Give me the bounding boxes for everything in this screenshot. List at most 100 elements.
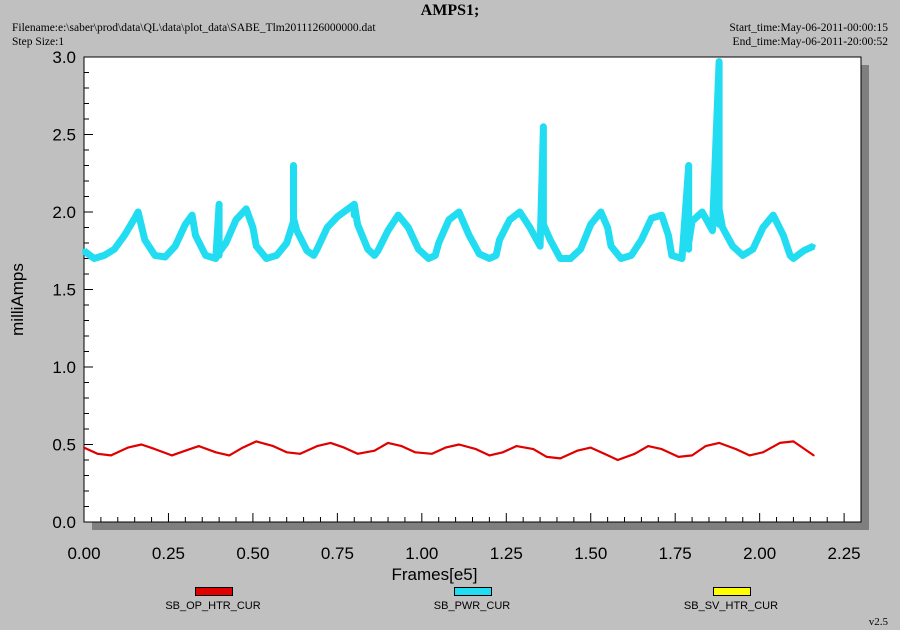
- data-point: [234, 217, 239, 222]
- data-point: [190, 213, 195, 218]
- y-tick-label: 0.5: [52, 436, 76, 455]
- data-point: [456, 210, 461, 214]
- data-point: [255, 440, 258, 443]
- data-point: [446, 217, 451, 222]
- data-point: [507, 217, 512, 222]
- data-point: [152, 253, 157, 258]
- legend-label-op-htr: SB_OP_HTR_CUR: [165, 600, 261, 612]
- data-point: [132, 216, 137, 221]
- data-point: [791, 256, 796, 261]
- data-point: [244, 206, 249, 211]
- data-point: [750, 247, 755, 252]
- chart-title: AMPS1;: [420, 2, 480, 19]
- data-point: [559, 457, 562, 460]
- data-point: [254, 244, 259, 249]
- data-point: [272, 445, 275, 448]
- x-tick-label: 0.50: [236, 544, 269, 563]
- data-point: [213, 256, 218, 261]
- end-time-label: End_time:May-06-2011-20:00:52: [732, 36, 888, 48]
- step-size-label: Step Size:1: [12, 36, 65, 48]
- data-point: [197, 445, 200, 448]
- legend-swatch-pwr: [454, 587, 492, 596]
- data-point: [173, 244, 178, 249]
- data-point: [436, 241, 441, 245]
- data-point: [778, 441, 781, 444]
- data-point: [122, 233, 127, 238]
- data-point: [430, 452, 433, 455]
- data-point: [153, 448, 156, 451]
- data-point: [605, 225, 610, 230]
- data-point: [386, 228, 391, 233]
- data-point: [228, 454, 231, 457]
- data-point: [609, 244, 614, 249]
- data-point: [467, 233, 472, 238]
- x-tick-label: 1.00: [405, 544, 438, 563]
- x-tick-label: 0.25: [152, 544, 185, 563]
- legend-swatch-op-htr: [195, 587, 233, 596]
- data-point: [545, 455, 548, 458]
- data-point: [329, 441, 332, 444]
- data-point: [217, 202, 222, 207]
- data-point: [352, 202, 357, 207]
- data-point: [373, 449, 376, 452]
- series-sb-pwr-cur: [81, 58, 816, 262]
- data-point: [433, 253, 438, 258]
- data-point: [83, 446, 85, 449]
- data-point: [311, 253, 316, 258]
- data-point: [285, 451, 288, 454]
- x-tick-label: 0.00: [67, 544, 100, 563]
- data-point: [589, 446, 592, 449]
- data-point: [677, 455, 680, 458]
- data-point: [690, 219, 695, 224]
- data-point: [717, 59, 722, 64]
- data-point: [494, 253, 499, 258]
- y-tick-label: 1.5: [52, 281, 76, 300]
- data-point: [629, 253, 634, 258]
- data-point: [541, 124, 546, 129]
- data-point: [325, 225, 330, 230]
- data-point: [126, 446, 129, 449]
- data-point: [730, 244, 735, 249]
- data-point: [406, 225, 411, 230]
- data-point: [720, 225, 725, 230]
- data-point: [400, 445, 403, 448]
- data-point: [488, 454, 491, 457]
- data-point: [717, 206, 722, 211]
- y-tick-label: 3.0: [52, 48, 76, 67]
- data-point: [291, 219, 296, 224]
- y-tick-label: 2.5: [52, 126, 76, 145]
- version-label: v2.5: [868, 616, 888, 628]
- data-point: [163, 254, 168, 259]
- data-point: [588, 222, 593, 227]
- series-line-core: [83, 61, 815, 261]
- data-point: [700, 210, 705, 214]
- data-point: [541, 217, 546, 222]
- data-point: [250, 225, 255, 230]
- data-point: [603, 452, 606, 455]
- data-point: [633, 452, 636, 455]
- data-point: [669, 253, 674, 258]
- data-point: [686, 241, 691, 245]
- x-tick-label: 2.00: [743, 544, 776, 563]
- data-point: [375, 248, 380, 253]
- data-point: [426, 256, 431, 261]
- data-point: [92, 256, 97, 261]
- x-tick-label: 1.50: [574, 544, 607, 563]
- x-tick-label: 1.75: [659, 544, 692, 563]
- data-point: [686, 247, 691, 252]
- data-point: [396, 213, 401, 218]
- data-point: [679, 256, 684, 261]
- data-point: [291, 216, 296, 221]
- data-point: [372, 253, 377, 258]
- data-point: [718, 441, 721, 444]
- data-point: [660, 448, 663, 451]
- data-point: [217, 250, 222, 255]
- data-point: [110, 454, 113, 457]
- data-point: [578, 247, 583, 252]
- data-point: [284, 241, 289, 245]
- data-point: [136, 210, 141, 214]
- data-point: [659, 213, 664, 218]
- data-point: [761, 225, 766, 230]
- data-point: [82, 248, 86, 253]
